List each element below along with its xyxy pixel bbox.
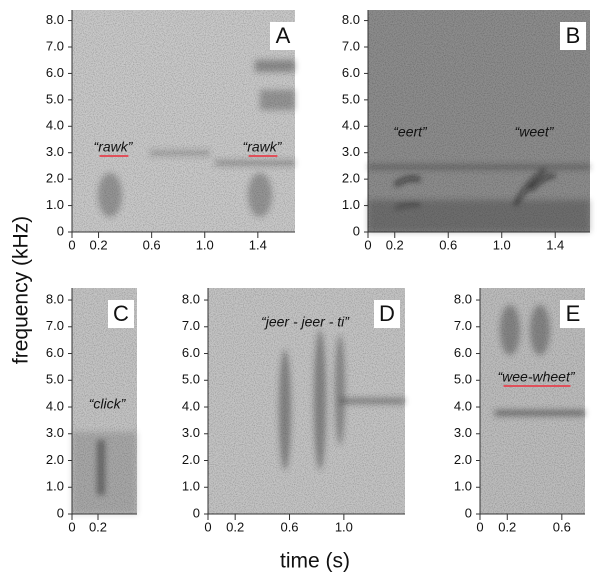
y-tick-label: 7.0 (46, 318, 64, 333)
panel-letter: C (113, 301, 129, 326)
y-tick-label: 8.0 (182, 291, 200, 306)
x-tick-label: 0 (364, 237, 371, 252)
x-tick-label: 1.0 (196, 237, 214, 252)
y-tick-label: 8.0 (46, 291, 64, 306)
y-tick-label: 4.0 (454, 398, 472, 413)
x-tick-label: 0.6 (553, 519, 571, 534)
x-tick-label: 0.2 (498, 519, 516, 534)
y-tick-label: 6.0 (342, 65, 360, 80)
y-tick-label: 2.0 (46, 171, 64, 186)
x-tick-label: 0 (204, 519, 211, 534)
panel-letter: A (276, 23, 291, 48)
y-tick-label: 2.0 (454, 452, 472, 467)
y-tick-label: 0 (353, 223, 360, 238)
panel-letter: B (566, 23, 581, 48)
y-tick-label: 3.0 (46, 425, 64, 440)
y-tick-label: 4.0 (342, 118, 360, 133)
x-tick-label: 0 (68, 237, 75, 252)
x-tick-label: 0.2 (90, 237, 108, 252)
y-tick-label: 0 (465, 505, 472, 520)
x-tick-label: 0.6 (439, 237, 457, 252)
y-tick-label: 1.0 (182, 479, 200, 494)
y-tick-label: 2.0 (182, 452, 200, 467)
y-tick-label: 5.0 (182, 372, 200, 387)
x-tick-label: 0.6 (143, 237, 161, 252)
annotation: “rawk” (94, 139, 134, 155)
y-tick-label: 6.0 (454, 345, 472, 360)
x-tick-label: 1.0 (493, 237, 511, 252)
x-tick-label: 0.2 (386, 237, 404, 252)
panel-letter-box (560, 300, 586, 328)
x-tick-label: 0 (68, 519, 75, 534)
y-tick-label: 7.0 (182, 318, 200, 333)
x-tick-label: 0.6 (280, 519, 298, 534)
y-tick-label: 7.0 (46, 38, 64, 53)
y-tick-label: 5.0 (46, 372, 64, 387)
x-tick-label: 0 (476, 519, 483, 534)
y-tick-label: 6.0 (46, 345, 64, 360)
y-tick-label: 1.0 (46, 197, 64, 212)
y-tick-label: 8.0 (454, 291, 472, 306)
y-tick-label: 5.0 (46, 91, 64, 106)
panel-letter: E (566, 301, 581, 326)
annotation: “click” (89, 396, 127, 412)
y-tick-label: 6.0 (46, 65, 64, 80)
x-tick-label: 0.2 (89, 519, 107, 534)
y-tick-label: 3.0 (454, 425, 472, 440)
annotation: “wee-wheet” (497, 369, 575, 385)
y-tick-label: 2.0 (46, 452, 64, 467)
y-tick-label: 3.0 (182, 425, 200, 440)
y-tick-label: 8.0 (342, 12, 360, 27)
y-tick-label: 1.0 (46, 479, 64, 494)
y-tick-label: 5.0 (454, 372, 472, 387)
y-tick-label: 0 (193, 505, 200, 520)
spectrogram-features (72, 60, 590, 514)
panel-backgrounds (72, 10, 590, 514)
y-tick-label: 0 (57, 223, 64, 238)
x-axis-title: time (s) (280, 550, 350, 573)
spectrogram (368, 10, 590, 232)
y-tick-label: 7.0 (342, 38, 360, 53)
x-tick-label: 1.4 (249, 237, 267, 252)
y-tick-label: 4.0 (46, 118, 64, 133)
y-axis-title: frequency (kHz) (10, 216, 33, 364)
y-tick-label: 3.0 (342, 144, 360, 159)
panel-letter-box (108, 300, 134, 328)
panel-letter-box (560, 22, 586, 50)
y-tick-label: 1.0 (342, 197, 360, 212)
annotation: “rawk” (243, 139, 283, 155)
y-tick-label: 4.0 (182, 398, 200, 413)
x-tick-label: 1.0 (335, 519, 353, 534)
annotation: “eert” (393, 124, 428, 140)
panel-letter-box (374, 300, 400, 328)
y-tick-label: 7.0 (454, 318, 472, 333)
x-tick-label: 0.2 (226, 519, 244, 534)
x-tick-label: 1.4 (546, 237, 564, 252)
y-tick-label: 8.0 (46, 12, 64, 27)
y-tick-label: 3.0 (46, 144, 64, 159)
y-tick-label: 6.0 (182, 345, 200, 360)
annotation: “weet” (515, 124, 555, 140)
y-tick-label: 5.0 (342, 91, 360, 106)
y-tick-label: 4.0 (46, 398, 64, 413)
y-tick-label: 2.0 (342, 171, 360, 186)
panel-letter-box (270, 22, 296, 50)
y-tick-label: 0 (57, 505, 64, 520)
y-tick-label: 1.0 (454, 479, 472, 494)
panel-letter: D (379, 301, 395, 326)
annotation: “jeer - jeer - ti” (261, 314, 350, 330)
